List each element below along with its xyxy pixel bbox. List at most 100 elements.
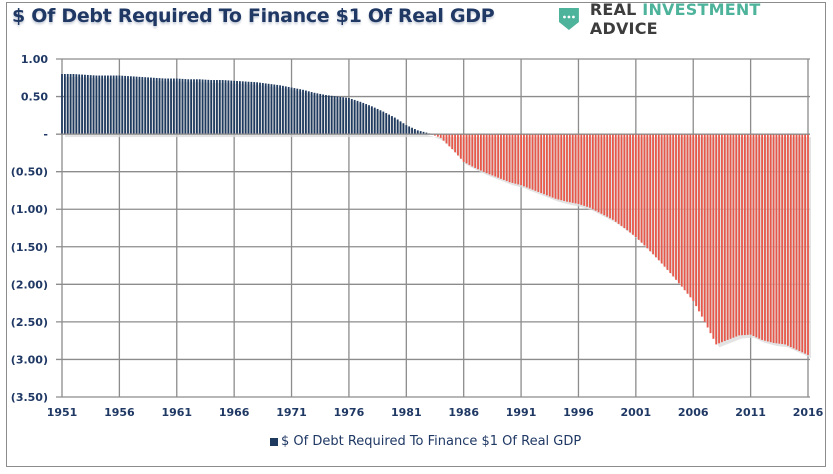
bar [98, 75, 101, 135]
bar [78, 74, 81, 135]
bar [689, 134, 692, 298]
brand-part-advice: ADVICE [589, 19, 658, 38]
bar [313, 92, 316, 135]
bar [537, 134, 540, 192]
bar [540, 134, 543, 194]
bar [302, 89, 304, 135]
bar [250, 81, 253, 135]
bar [290, 87, 293, 135]
bar [408, 126, 411, 135]
bar [675, 134, 677, 280]
bar [643, 134, 646, 246]
bar [184, 79, 187, 135]
y-tick-label: (1.50) [11, 241, 48, 254]
bar [474, 134, 477, 168]
bar [442, 134, 445, 141]
bar [244, 81, 247, 135]
bar [316, 93, 319, 135]
bar [393, 117, 396, 135]
bar [663, 134, 666, 267]
bar [204, 79, 207, 135]
bar [514, 134, 517, 184]
x-tick-label: 1961 [161, 406, 192, 419]
bar [700, 134, 703, 317]
bar [543, 134, 545, 195]
bar [692, 134, 695, 301]
bar [715, 134, 718, 345]
bar [738, 134, 741, 336]
bar [454, 134, 456, 153]
bar [586, 134, 588, 207]
bar [531, 134, 534, 190]
bar [350, 98, 353, 135]
bar [339, 96, 342, 135]
y-tick-label: (3.00) [11, 353, 48, 366]
bar [626, 134, 629, 231]
bar [345, 97, 347, 135]
bar [465, 134, 468, 164]
bar [193, 79, 195, 135]
x-tick-label: 1966 [219, 406, 250, 419]
bar [795, 134, 798, 350]
bar [270, 84, 273, 135]
bar [617, 134, 620, 224]
bar [399, 121, 402, 135]
bar [101, 75, 104, 135]
bar [411, 127, 413, 135]
bar [784, 134, 786, 345]
bar [505, 134, 508, 182]
bar [164, 78, 167, 135]
bar [718, 134, 720, 344]
bar [299, 89, 302, 135]
bar [86, 74, 89, 135]
bar [132, 76, 135, 135]
bar [480, 134, 482, 171]
bar [213, 80, 215, 135]
bar [104, 75, 106, 135]
y-tick-label: (1.00) [11, 203, 48, 216]
bar [577, 134, 580, 204]
bar [798, 134, 801, 351]
bar [571, 134, 574, 203]
bar [741, 134, 743, 336]
bar [494, 134, 497, 177]
bar [236, 80, 238, 135]
bar [606, 134, 609, 217]
bar [649, 134, 652, 252]
bar [517, 134, 520, 185]
bar [732, 134, 735, 338]
bar [769, 134, 772, 343]
bar [293, 88, 296, 135]
brand-name: REAL INVESTMENT ADVICE [590, 0, 833, 38]
y-tick-label: (0.50) [11, 166, 48, 179]
bar [801, 134, 804, 353]
bar [178, 78, 181, 135]
bar [764, 134, 766, 341]
bar [637, 134, 640, 240]
bar [787, 134, 789, 346]
bar [287, 86, 290, 135]
bar [419, 131, 422, 135]
bar [804, 134, 807, 354]
bar [304, 90, 307, 135]
bar [187, 79, 190, 135]
bar [391, 116, 393, 135]
bar [175, 78, 178, 135]
bar [789, 134, 792, 348]
bar [161, 78, 164, 135]
bar [448, 134, 451, 147]
bar [686, 134, 689, 294]
bar [781, 134, 784, 345]
bar [589, 134, 591, 208]
brand-part-real: REAL [589, 0, 643, 19]
bar [500, 134, 502, 179]
bar [723, 134, 726, 342]
bar [356, 100, 359, 135]
bar [752, 134, 755, 336]
bar [807, 134, 809, 355]
bar [227, 80, 230, 135]
bar [336, 96, 339, 135]
x-tick-label: 2011 [735, 406, 766, 419]
bar [319, 93, 322, 135]
